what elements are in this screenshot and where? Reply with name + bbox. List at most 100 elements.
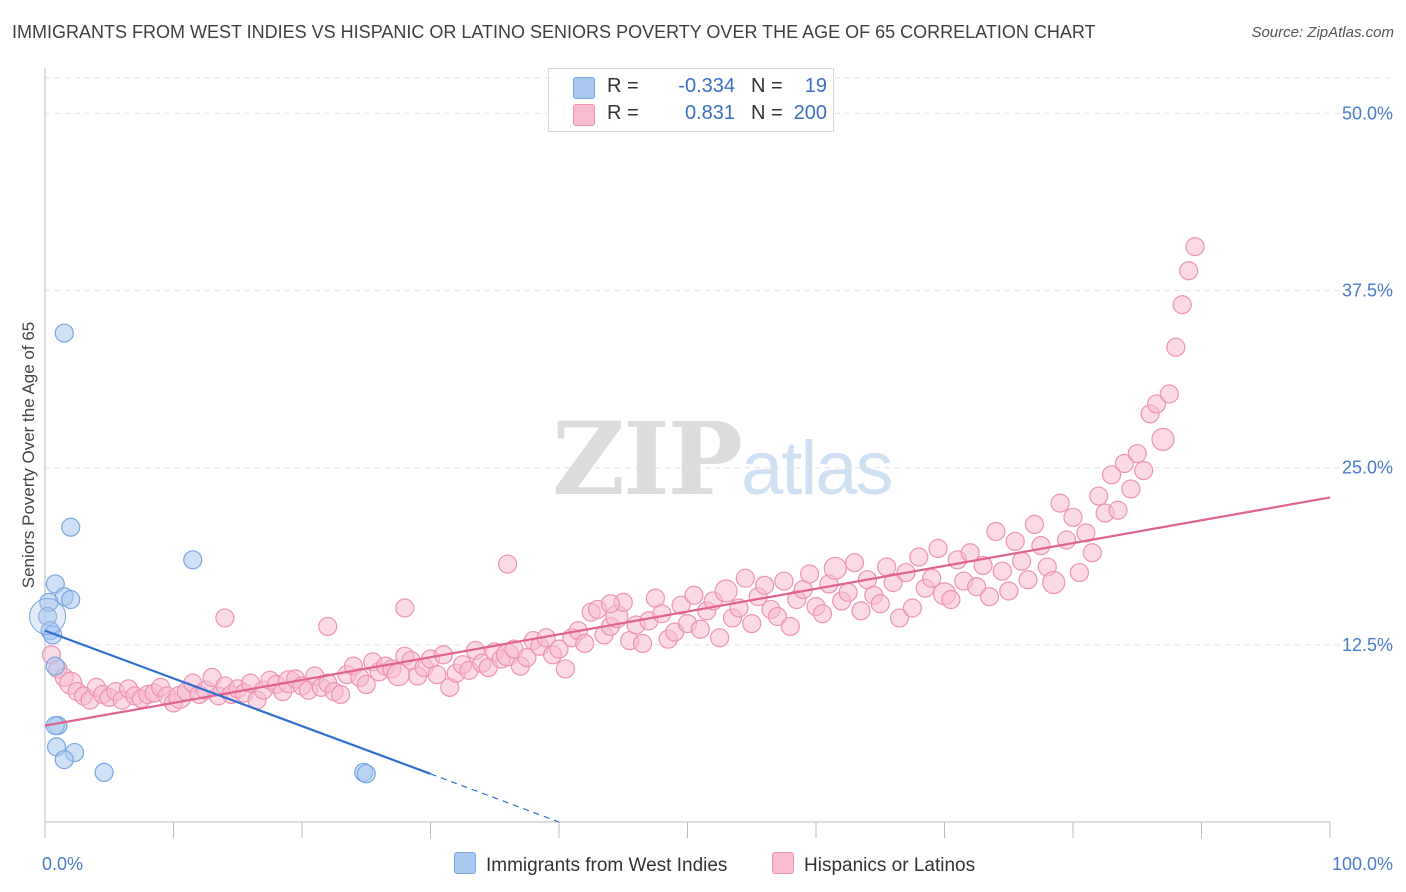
watermark-zip: ZIP xyxy=(552,400,743,518)
hispanic-point xyxy=(652,604,672,624)
y-axis-label: Seniors Poverty Over the Age of 65 xyxy=(19,322,38,588)
west-indies-point xyxy=(45,656,65,676)
hispanic-point xyxy=(1082,543,1102,563)
legend-n-label: N = xyxy=(751,75,783,97)
legend-r-value: -0.334 xyxy=(678,75,735,97)
hispanic-point xyxy=(690,619,710,639)
hispanic-point xyxy=(870,594,890,614)
hispanic-point xyxy=(774,571,794,591)
legend-n-value: 19 xyxy=(804,75,827,97)
hispanic-point xyxy=(1011,551,1032,571)
hispanic-point xyxy=(1063,507,1083,527)
legend-swatch-pink xyxy=(573,104,595,126)
hispanic-point xyxy=(1031,536,1051,556)
watermark: ZIPatlas xyxy=(552,400,894,518)
hispanic-point xyxy=(1134,460,1154,481)
west-indies-point xyxy=(43,625,63,645)
y-tick-label: 25.0% xyxy=(1342,458,1393,478)
west-indies-point xyxy=(61,589,81,610)
hispanic-point xyxy=(1042,570,1066,595)
hispanic-point xyxy=(215,608,235,628)
hispanic-point xyxy=(999,581,1019,601)
hispanic-point xyxy=(671,595,691,615)
west-indies-trend-line xyxy=(44,629,431,775)
hispanic-point xyxy=(356,674,376,695)
y-tick-label: 37.5% xyxy=(1342,281,1393,301)
hispanic-point xyxy=(1101,465,1122,485)
hispanic-point xyxy=(318,616,338,637)
hispanic-point xyxy=(498,554,518,574)
watermark-atlas: atlas xyxy=(740,426,894,511)
legend-box: R = -0.334 N = 19 R = 0.831 N = 200 xyxy=(548,68,834,132)
hispanic-point xyxy=(812,604,833,624)
legend-r-value: 0.831 xyxy=(684,102,735,124)
west-indies-point xyxy=(183,550,203,570)
west-indies-point xyxy=(356,764,376,784)
hispanic-point xyxy=(395,598,415,618)
hispanic-point xyxy=(844,553,865,573)
hispanic-point xyxy=(330,684,351,705)
hispanic-point xyxy=(780,616,800,637)
chart-title: IMMIGRANTS FROM WEST INDIES VS HISPANIC … xyxy=(12,22,1096,42)
hispanic-point xyxy=(1024,514,1045,535)
source-label: Source: ZipAtlas.com xyxy=(1251,24,1394,41)
hispanic-point xyxy=(754,575,775,595)
hispanic-point xyxy=(1166,337,1186,357)
hispanic-point xyxy=(1050,493,1070,513)
hispanic-point xyxy=(1146,394,1167,414)
hispanic-point xyxy=(1185,237,1205,257)
hispanic-point xyxy=(1018,570,1038,590)
hispanic-trend-line xyxy=(44,496,1331,727)
hispanic-point xyxy=(575,633,595,654)
hispanic-point xyxy=(979,587,1000,607)
hispanic-point xyxy=(986,521,1006,542)
x-tick-label: 100.0% xyxy=(1332,854,1393,874)
hispanic-point xyxy=(742,613,762,634)
hispanic-point xyxy=(1108,500,1128,520)
legend-r-label: R = xyxy=(607,102,639,124)
hispanic-point xyxy=(902,598,922,618)
hispanic-point xyxy=(1069,562,1090,583)
hispanic-point xyxy=(799,564,820,584)
hispanic-point xyxy=(838,582,858,603)
west-indies-point xyxy=(54,323,74,343)
hispanic-point xyxy=(767,606,788,627)
hispanic-point xyxy=(600,594,621,614)
hispanic-point xyxy=(928,538,948,559)
hispanic-point xyxy=(851,601,871,621)
hispanic-point xyxy=(710,628,730,648)
bottom-legend-swatch-pink xyxy=(772,852,794,874)
y-tick-label: 50.0% xyxy=(1342,103,1393,123)
hispanic-point xyxy=(941,589,961,610)
legend-n-value: 200 xyxy=(793,102,827,124)
hispanic-point xyxy=(1114,453,1135,474)
west-indies-point xyxy=(61,517,81,537)
hispanic-point xyxy=(1089,486,1109,506)
hispanic-point xyxy=(517,648,537,668)
west-indies-point xyxy=(29,598,67,636)
bottom-legend-swatch-blue xyxy=(454,852,476,874)
hispanic-point xyxy=(967,577,987,597)
hispanic-point xyxy=(714,579,738,603)
x-tick-label: 0.0% xyxy=(42,854,83,874)
legend-r-label: R = xyxy=(607,75,639,97)
hispanic-point xyxy=(992,561,1012,581)
west-indies-point xyxy=(94,762,114,783)
hispanic-point xyxy=(1121,479,1141,499)
hispanic-point xyxy=(555,659,576,679)
hispanic-point xyxy=(549,639,569,659)
west-indies-point xyxy=(54,750,74,770)
hispanic-point xyxy=(1151,427,1175,451)
hispanic-point xyxy=(1179,261,1199,281)
hispanic-point xyxy=(973,555,993,576)
hispanic-point xyxy=(735,568,755,588)
hispanic-point xyxy=(889,608,910,628)
hispanic-point xyxy=(1127,443,1147,464)
west-indies-trend-extension xyxy=(430,773,560,823)
hispanic-point xyxy=(632,633,653,654)
hispanic-point xyxy=(823,556,847,580)
bottom-legend-hispanics: Hispanics or Latinos xyxy=(772,852,975,877)
bottom-legend-west-indies: Immigrants from West Indies xyxy=(454,852,727,877)
hispanic-point xyxy=(883,572,903,593)
